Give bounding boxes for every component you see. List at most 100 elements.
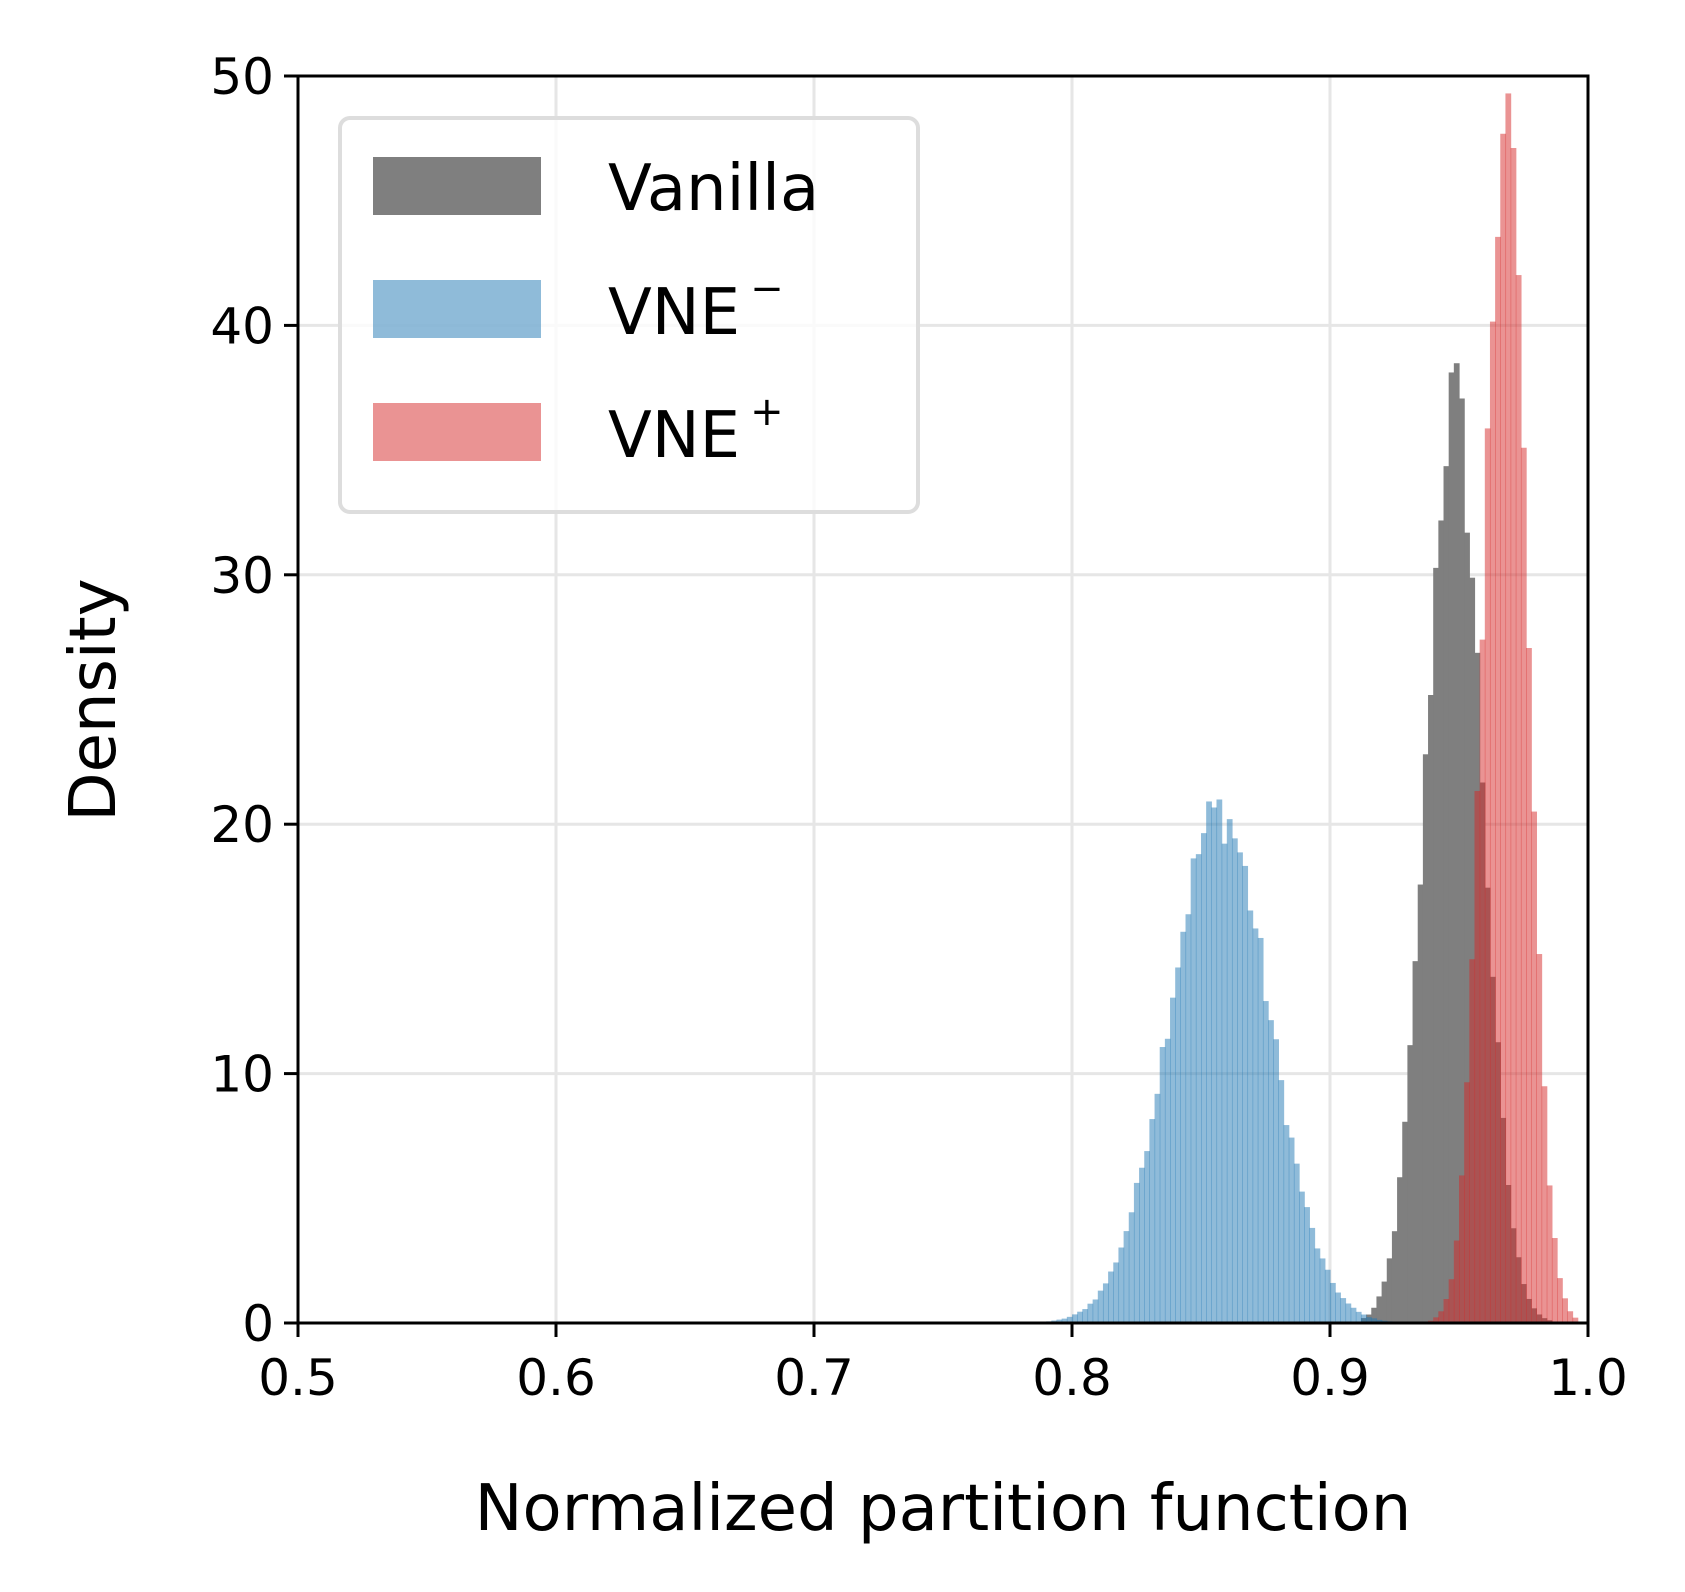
hist-bar [1087, 1303, 1094, 1323]
hist-bar [1500, 133, 1507, 1323]
hist-bar [1268, 1020, 1274, 1323]
y-tick-label: 20 [210, 796, 274, 854]
hist-bar [1391, 1231, 1398, 1323]
hist-bar [1453, 1240, 1460, 1323]
hist-bar [1459, 1175, 1465, 1323]
hist-bar [1484, 428, 1491, 1324]
hist-bar [1072, 1314, 1078, 1323]
hist-bar [1314, 1248, 1321, 1323]
hist-bar [1443, 466, 1450, 1323]
hist-bar [1133, 1182, 1140, 1323]
hist-bar [1247, 910, 1254, 1323]
hist-bar [1324, 1269, 1331, 1323]
x-tick-label: 0.5 [258, 1349, 338, 1407]
hist-bar [1206, 801, 1212, 1323]
hist-bar [1541, 1086, 1548, 1323]
hist-bar [1299, 1191, 1305, 1323]
hist-bar [1510, 148, 1517, 1324]
hist-bar [1273, 1039, 1279, 1323]
hist-bar [1102, 1283, 1109, 1323]
hist-bar [1536, 954, 1543, 1323]
axes-frame [296, 74, 1590, 1325]
legend-swatch-vne-plus [373, 403, 541, 461]
hist-bar [1386, 1258, 1393, 1323]
hist-bar [1304, 1207, 1310, 1323]
hist-bar [1376, 1296, 1383, 1323]
hist-bar [1397, 1177, 1403, 1323]
hist-bar [1448, 372, 1455, 1324]
hist-bar [1180, 931, 1187, 1323]
hist-bar [1479, 639, 1486, 1323]
y-axis-label: Density [57, 578, 131, 821]
hist-bar [1428, 695, 1434, 1323]
hist-bar [1128, 1212, 1135, 1323]
hist-bar [1572, 1317, 1579, 1323]
hist-bar [1221, 843, 1228, 1323]
hist-bar [1242, 865, 1249, 1323]
hist-bar [1448, 1279, 1455, 1323]
hist-bar [1056, 1319, 1063, 1323]
hist-bar [1412, 961, 1419, 1323]
hist-bar [1505, 93, 1512, 1323]
hist-bar [1154, 1093, 1161, 1323]
hist-bar [1520, 447, 1527, 1323]
hist-bar [1139, 1167, 1145, 1323]
hist-bar [1118, 1247, 1125, 1323]
hist-bar [1433, 567, 1439, 1323]
x-tick-label: 0.9 [1290, 1349, 1370, 1407]
hist-bar [1190, 858, 1197, 1323]
hist-bar [1216, 799, 1223, 1323]
hist-bar [1376, 1319, 1383, 1323]
hist-bar [1283, 1125, 1290, 1323]
y-tick-label: 40 [210, 297, 274, 355]
x-tick-label: 0.8 [1032, 1349, 1112, 1407]
hist-bar [1149, 1119, 1156, 1323]
hist-bar [1123, 1231, 1130, 1323]
histogram-bars [1046, 93, 1579, 1324]
hist-bar [1407, 1045, 1414, 1323]
hist-bar [1278, 1080, 1285, 1323]
hist-bar [1489, 321, 1496, 1323]
hist-bar [1526, 648, 1532, 1323]
hist-bar [1159, 1047, 1166, 1323]
hist-bar [1438, 1311, 1445, 1323]
legend-swatch-vne-minus [373, 280, 541, 338]
hist-bar [1309, 1227, 1316, 1323]
hist-bar [1345, 1303, 1352, 1323]
hist-bar [1252, 928, 1259, 1323]
hist-bar [1567, 1311, 1574, 1323]
hist-bar [1262, 1001, 1269, 1323]
axis-ticks: 0.5 0.6 0.7 0.8 0.9 1.0 0 10 20 30 40 50 [210, 48, 1627, 1407]
hist-bar [1474, 790, 1481, 1323]
hist-bar [1066, 1316, 1073, 1323]
hist-bar [1092, 1299, 1099, 1323]
hist-bar [1459, 398, 1465, 1324]
hist-bar [1402, 1121, 1408, 1323]
hist-bar [1113, 1262, 1120, 1323]
y-tick-label: 30 [210, 547, 274, 605]
hist-bar [1144, 1151, 1150, 1323]
hist-bar [1469, 577, 1476, 1323]
series-2 [1428, 93, 1579, 1324]
y-tick-label: 0 [242, 1295, 274, 1353]
y-tick-label: 10 [210, 1046, 274, 1104]
hist-bar [1551, 1238, 1558, 1323]
hist-bar [1257, 937, 1264, 1323]
x-tick-label: 1.0 [1548, 1349, 1628, 1407]
hist-bar [1108, 1271, 1114, 1323]
hist-bar [1164, 1038, 1171, 1323]
hist-bar [1330, 1282, 1336, 1323]
hist-bar [1288, 1137, 1295, 1323]
legend-swatch-vanilla [373, 157, 541, 215]
hist-bar [1443, 1299, 1450, 1323]
hist-bar [1340, 1298, 1347, 1323]
hist-bar [1546, 1185, 1553, 1323]
hist-bar [1371, 1318, 1378, 1323]
hist-bar [1226, 819, 1233, 1323]
hist-bar [1557, 1278, 1563, 1323]
legend: Vanilla VNE − VNE + [338, 116, 920, 514]
series-1 [1046, 799, 1393, 1323]
hist-bar [1371, 1307, 1378, 1323]
hist-bar [1185, 914, 1192, 1323]
